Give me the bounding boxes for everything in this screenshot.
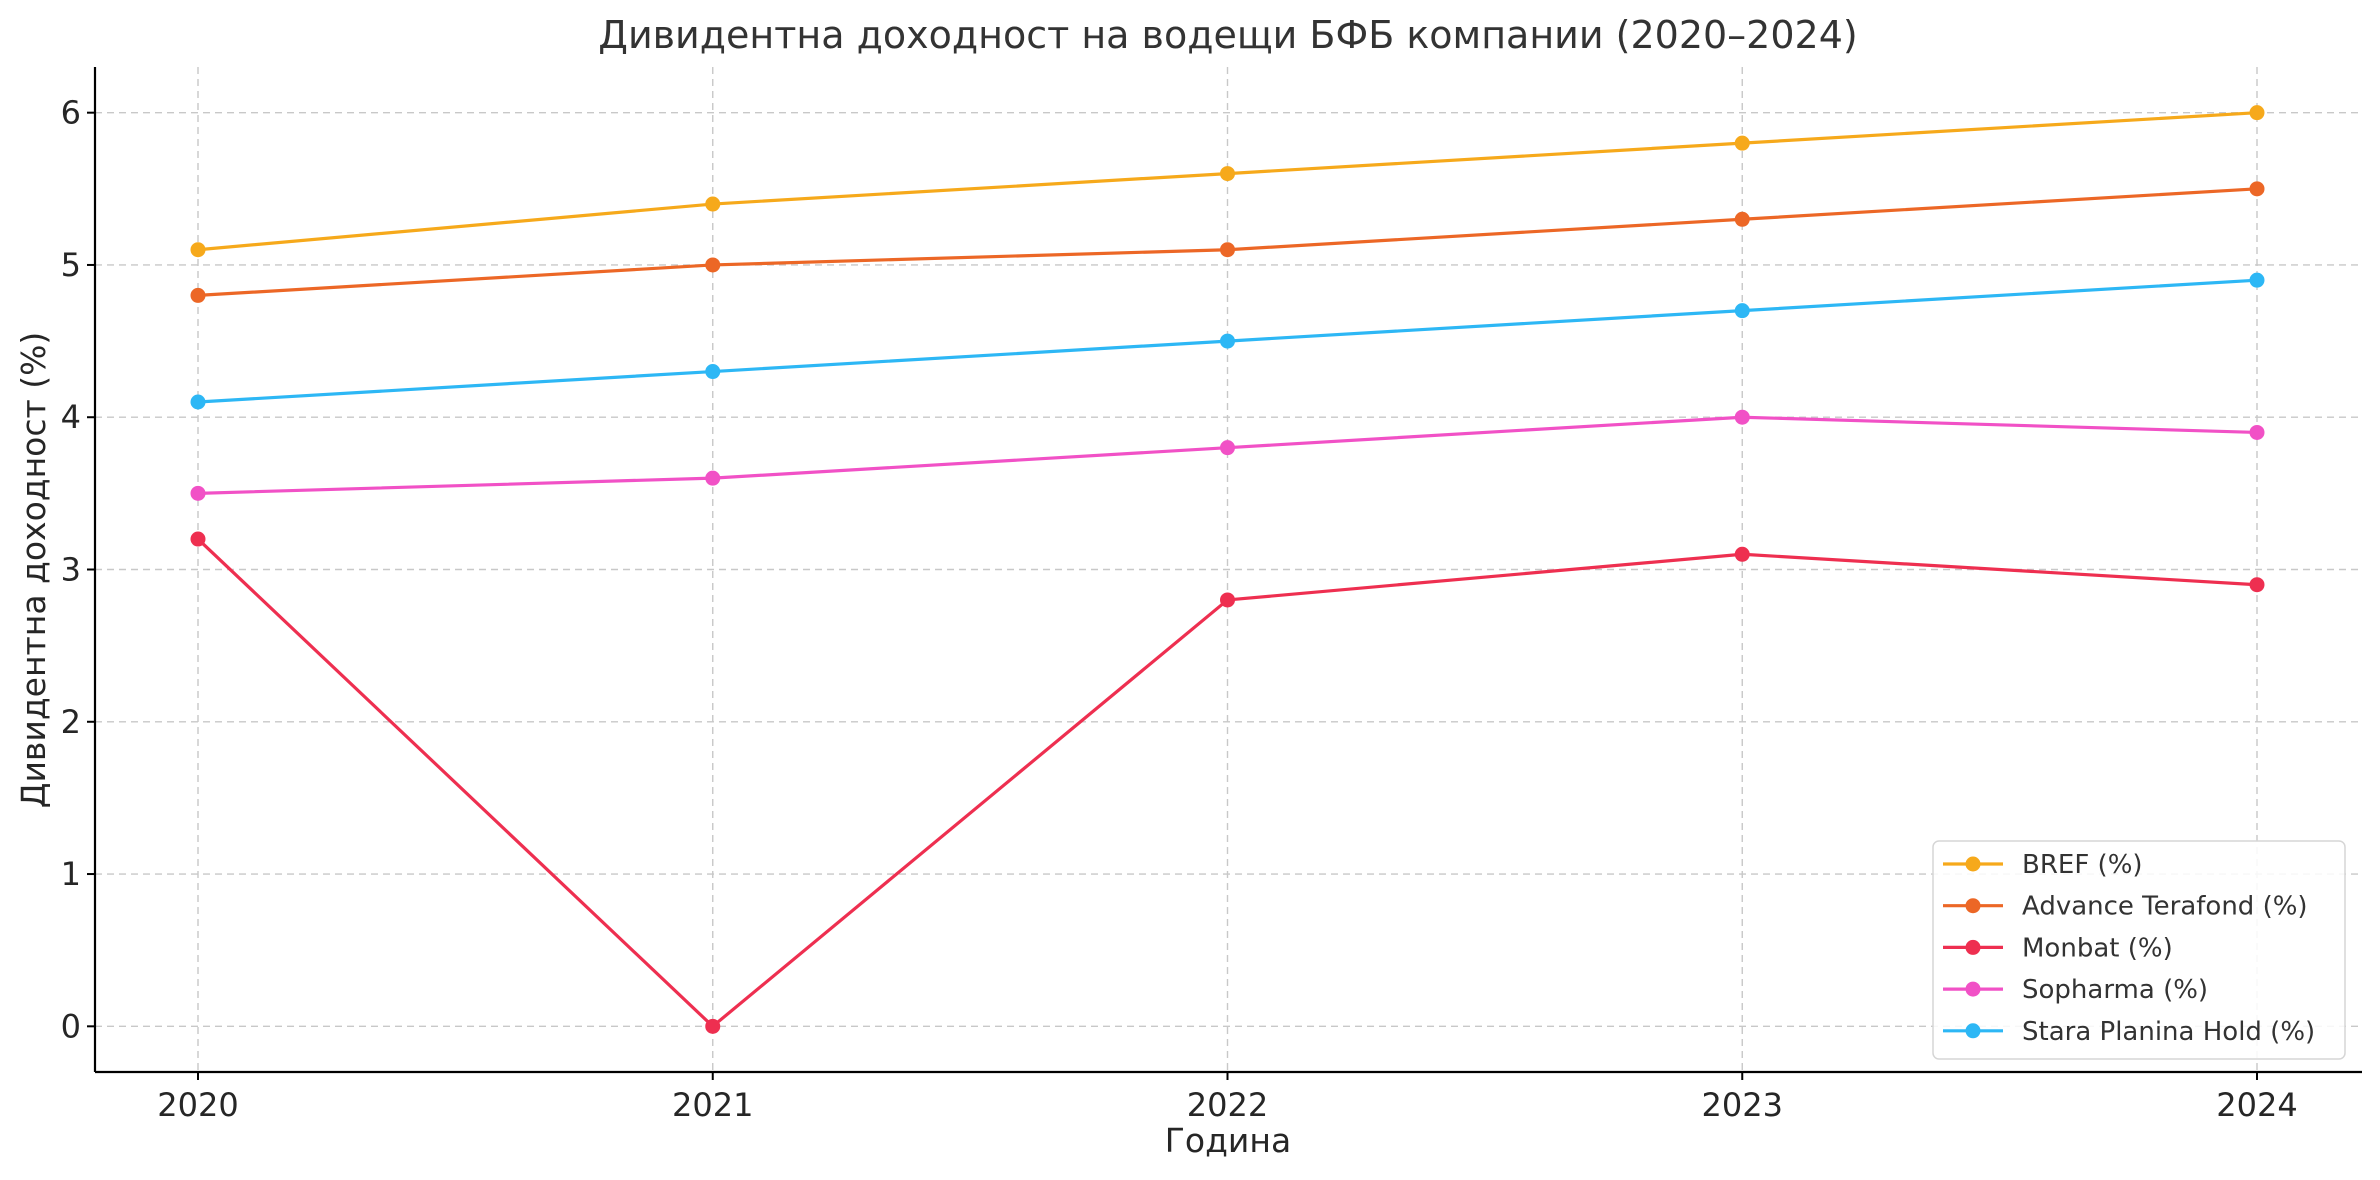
data-point [705,196,721,212]
legend-marker [1965,1023,1981,1039]
chart-title: Дивидентна доходност на водещи БФБ компа… [598,13,1857,57]
legend-label: Monbat (%) [2022,933,2173,963]
y-tick-label: 2 [61,703,81,741]
y-tick-label: 1 [61,855,81,893]
y-tick-label: 4 [61,398,81,436]
data-point [1734,211,1750,227]
data-point [1734,135,1750,151]
data-point [1220,440,1235,456]
legend-label: Sopharma (%) [2022,975,2208,1005]
data-point [1220,166,1235,182]
series-1 [190,181,2265,303]
data-point [1734,409,1750,425]
y-tick-label: 6 [61,94,81,132]
series-3 [190,409,2265,501]
data-point [705,470,721,486]
legend-label: Advance Terafond (%) [2022,892,2308,922]
y-tick-label: 5 [61,246,81,284]
legend-marker [1965,898,1981,914]
x-tick-label: 2022 [1187,1086,1268,1124]
legend-entry: Advance Terafond (%) [1943,892,2308,922]
data-point [2249,577,2265,593]
legend-entry: Stara Planina Hold (%) [1943,1017,2315,1047]
legend-entry: Sopharma (%) [1943,975,2208,1005]
x-tick-label: 2021 [672,1086,753,1124]
y-tick-label: 0 [61,1007,81,1045]
data-point [190,242,206,258]
series-4 [190,272,2265,410]
data-point [1734,546,1750,562]
series-0 [190,105,2265,258]
x-axis-label: Година [1165,1121,1291,1160]
legend-entry: Monbat (%) [1943,933,2173,963]
data-point [190,394,206,410]
x-tick-label: 2024 [2216,1086,2297,1124]
data-point [705,1018,721,1034]
legend-marker [1965,939,1981,955]
legend-label: BREF (%) [2022,850,2143,880]
legend-marker [1965,856,1981,872]
legend-marker [1965,981,1981,997]
data-point [2249,105,2265,121]
legend-label: Stara Planina Hold (%) [2022,1017,2315,1047]
data-point [2249,181,2265,197]
data-point [190,287,206,303]
legend: BREF (%) Advance Terafond (%) Monbat (%) So… [1932,840,2346,1060]
legend-box [1932,840,2346,1060]
data-point [1220,592,1235,608]
data-point [2249,272,2265,288]
data-point [705,257,721,273]
legend-entry: BREF (%) [1943,850,2143,880]
series-layer [190,105,2265,1034]
x-tick-label: 2020 [157,1086,238,1124]
y-tick-label: 3 [61,551,81,589]
data-point [705,364,721,380]
data-point [190,485,206,501]
data-point [1220,333,1235,349]
data-point [2249,424,2265,440]
grid [95,67,2362,1072]
series-2 [190,531,2265,1034]
data-point [1220,242,1235,258]
axis-ticks: 2020 2021 2022 2023 2024 0 1 2 3 4 5 6 [61,94,2298,1124]
x-tick-label: 2023 [1702,1086,1783,1124]
y-axis-label: Дивидентна доходност (%) [14,332,53,809]
data-point [1734,303,1750,319]
data-point [190,531,206,547]
